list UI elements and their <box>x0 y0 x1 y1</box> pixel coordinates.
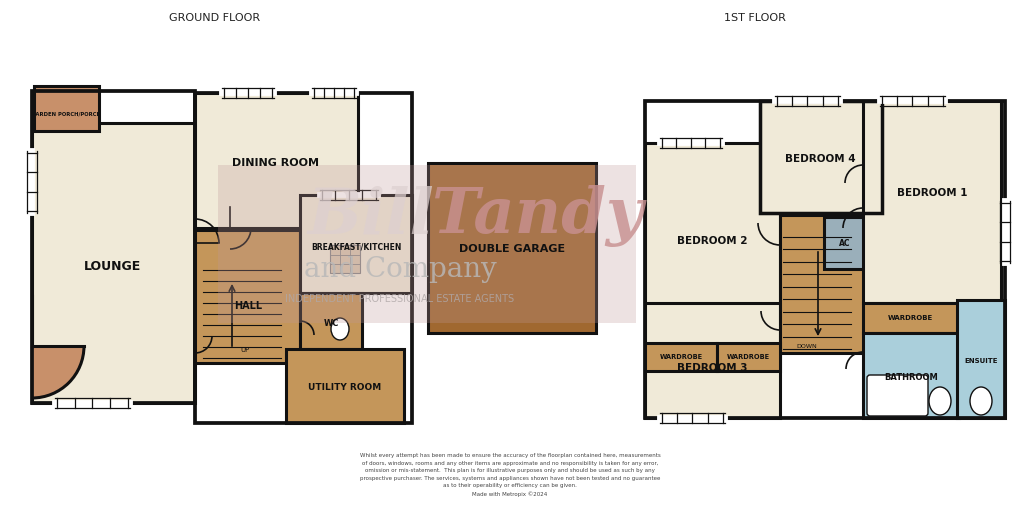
Ellipse shape <box>331 318 348 340</box>
Bar <box>780 215 864 353</box>
Text: UTILITY ROOM: UTILITY ROOM <box>308 383 381 392</box>
Bar <box>956 300 1004 418</box>
Bar <box>644 343 716 371</box>
Text: DOWN: DOWN <box>796 344 816 349</box>
Text: UP: UP <box>239 347 249 353</box>
Bar <box>759 101 881 213</box>
Text: LOUNGE: LOUNGE <box>85 259 142 272</box>
Text: BATHROOM: BATHROOM <box>883 374 936 382</box>
Text: BEDROOM 3: BEDROOM 3 <box>676 363 747 373</box>
Bar <box>300 195 412 293</box>
Text: BEDROOM 2: BEDROOM 2 <box>676 236 747 246</box>
Text: WARDROBE: WARDROBE <box>887 315 931 321</box>
Text: AC: AC <box>839 239 850 247</box>
Text: ENSUITE: ENSUITE <box>963 358 997 364</box>
Text: WC: WC <box>323 318 338 328</box>
Bar <box>644 143 780 353</box>
Bar <box>34 86 99 131</box>
Bar <box>862 333 958 418</box>
Bar <box>195 230 300 363</box>
Bar <box>32 91 195 403</box>
Text: Tandy: Tandy <box>432 185 642 247</box>
Text: BEDROOM 4: BEDROOM 4 <box>784 154 855 164</box>
Bar <box>862 101 1000 303</box>
Text: GARDEN PORCH/PORCH: GARDEN PORCH/PORCH <box>31 111 101 117</box>
Bar <box>759 101 881 213</box>
Bar <box>195 93 412 423</box>
Text: Bill: Bill <box>308 185 434 247</box>
Ellipse shape <box>928 387 950 415</box>
Bar <box>716 343 780 371</box>
Ellipse shape <box>969 387 991 415</box>
Bar <box>644 303 780 418</box>
Bar <box>862 303 957 333</box>
Bar <box>195 93 358 228</box>
Text: and Company: and Company <box>304 255 496 282</box>
FancyBboxPatch shape <box>218 165 636 323</box>
Text: Whilst every attempt has been made to ensure the accuracy of the floorplan conta: Whilst every attempt has been made to en… <box>360 453 659 497</box>
Text: BREAKFAST/KITCHEN: BREAKFAST/KITCHEN <box>311 242 400 252</box>
FancyBboxPatch shape <box>866 375 927 416</box>
Bar <box>32 123 195 403</box>
Bar <box>428 163 595 333</box>
Bar <box>330 245 360 273</box>
Bar <box>644 101 1004 418</box>
Text: GROUND FLOOR: GROUND FLOOR <box>169 13 260 23</box>
Text: DINING ROOM: DINING ROOM <box>232 158 319 168</box>
Bar <box>300 293 362 349</box>
Text: WARDROBE: WARDROBE <box>726 354 768 360</box>
Text: WARDROBE: WARDROBE <box>659 354 702 360</box>
Text: DOUBLE GARAGE: DOUBLE GARAGE <box>459 244 565 254</box>
Text: HALL: HALL <box>233 301 262 311</box>
Text: BEDROOM 1: BEDROOM 1 <box>896 188 966 198</box>
Text: INDEPENDENT PROFESSIONAL ESTATE AGENTS: INDEPENDENT PROFESSIONAL ESTATE AGENTS <box>285 294 514 304</box>
Text: 1ST FLOOR: 1ST FLOOR <box>723 13 786 23</box>
Wedge shape <box>32 346 84 398</box>
Bar <box>285 349 404 423</box>
Bar <box>823 217 865 269</box>
